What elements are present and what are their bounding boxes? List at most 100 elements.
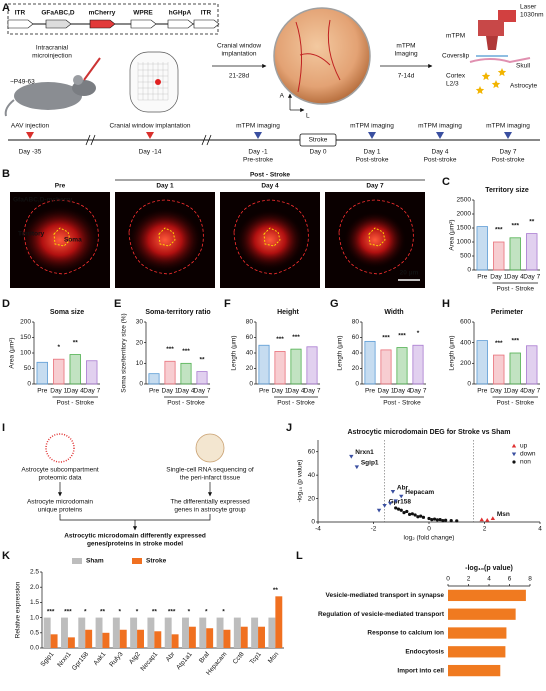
timeline-day: Day 7 xyxy=(500,149,517,156)
bar xyxy=(180,362,192,385)
x-tick-label: 0 xyxy=(427,526,431,533)
bar xyxy=(526,345,538,385)
y-tick-label: 0 xyxy=(467,267,471,274)
flow-text: The differentially expressed xyxy=(170,499,250,506)
y-axis-label: Area (μm²) xyxy=(449,219,456,250)
point-label: Nrxn1 xyxy=(355,449,374,456)
point xyxy=(349,454,354,459)
bar xyxy=(448,627,507,639)
panel-label: D xyxy=(2,298,10,310)
bar xyxy=(130,617,138,648)
bar xyxy=(233,617,241,648)
y-tick-label: 50 xyxy=(24,365,32,372)
x-tick-label: Day 1 xyxy=(272,388,289,395)
mouse-body xyxy=(14,82,82,110)
significance: *** xyxy=(64,608,72,615)
significance: ** xyxy=(100,608,106,615)
bar xyxy=(85,629,93,648)
orientation-label: L xyxy=(306,113,310,120)
territory-outline xyxy=(128,199,204,275)
construct-label: ITR xyxy=(201,10,212,17)
timeline-note: Post-stroke xyxy=(424,157,457,164)
bar xyxy=(67,637,75,648)
bar xyxy=(182,617,189,648)
point-label: Sgip1 xyxy=(361,460,379,467)
point xyxy=(390,490,396,494)
territory-outline xyxy=(233,199,309,275)
injection-label: microinjection xyxy=(32,53,72,60)
y-tick-label: 40 xyxy=(246,350,254,357)
y-axis-label: -log₁₀ (p value) xyxy=(297,460,304,503)
point xyxy=(435,518,439,522)
group-label: Post - Stroke xyxy=(56,400,94,407)
panel-label: K xyxy=(2,550,10,562)
category-label: Response to calcium ion xyxy=(367,630,444,637)
category-label: Endocytosis xyxy=(405,649,444,656)
point xyxy=(393,499,398,504)
y-tick-label: 0 xyxy=(311,519,315,526)
scope-label: Astrocyte xyxy=(510,83,537,90)
y-tick-label: 40 xyxy=(352,350,360,357)
scope-label: 1030nm xyxy=(520,12,544,19)
bar xyxy=(509,237,521,271)
significance: ** xyxy=(273,587,279,594)
construct-element xyxy=(45,19,72,29)
astrocyte-icon xyxy=(481,72,491,81)
bracket xyxy=(59,514,211,530)
timeline-note: Post-stroke xyxy=(492,157,525,164)
significance: *** xyxy=(495,227,503,234)
cells-icon xyxy=(195,433,225,463)
point xyxy=(399,494,404,499)
y-tick-label: 80 xyxy=(246,319,254,326)
bar xyxy=(154,631,162,648)
y-tick-label: 0 xyxy=(467,381,471,388)
scale-bar-label: 20 μm xyxy=(400,270,419,277)
bar xyxy=(69,354,81,385)
y-tick-label: 2500 xyxy=(457,197,472,204)
point xyxy=(354,465,360,470)
bar xyxy=(196,371,208,385)
bar xyxy=(526,233,538,271)
bar xyxy=(274,351,286,385)
y-tick-label: 600 xyxy=(460,319,471,326)
legend-label: up xyxy=(520,443,528,450)
x-tick-label: 4 xyxy=(487,576,491,583)
significance: * xyxy=(205,608,208,615)
x-tick-label: Day 1 xyxy=(50,388,67,395)
significance: *** xyxy=(495,340,503,347)
timeline-marker xyxy=(368,132,376,139)
astrocyte-icon xyxy=(497,68,507,77)
bar xyxy=(509,352,521,385)
x-axis-label: log₂ (fold change) xyxy=(404,535,455,542)
y-tick-label: 0.5 xyxy=(30,630,39,637)
timeline-day: Day -1 xyxy=(248,149,268,156)
panel-label: L xyxy=(296,550,303,562)
point xyxy=(444,518,448,522)
y-tick-label: 20 xyxy=(352,365,360,372)
age-label: ~P49-63 xyxy=(10,79,35,86)
x-tick-label: Pre xyxy=(365,388,376,395)
stroke-box xyxy=(299,133,337,147)
category-label: Import into cell xyxy=(397,667,444,674)
timeline-marker xyxy=(146,132,154,139)
significance: *** xyxy=(168,608,176,615)
point xyxy=(479,517,484,522)
panel-label: C xyxy=(442,176,450,188)
y-tick-label: 10 xyxy=(136,360,144,367)
bar xyxy=(448,646,506,658)
legend-label: down xyxy=(520,451,536,458)
x-tick-label: Necap1 xyxy=(139,651,159,673)
group-label: Post - Stroke xyxy=(496,400,534,407)
bar xyxy=(448,589,526,602)
x-tick-label: Abr xyxy=(165,650,177,663)
scope-body xyxy=(478,20,504,36)
bar xyxy=(102,632,110,648)
column-label: Pre xyxy=(55,183,66,190)
bar xyxy=(380,349,392,385)
construct-element xyxy=(7,19,34,29)
category-label: Vesicle-mediated transport in synapse xyxy=(326,592,445,599)
y-axis-label: Length (μm) xyxy=(231,335,238,370)
bar xyxy=(493,354,505,385)
x-tick-label: Day 1 xyxy=(490,388,507,395)
